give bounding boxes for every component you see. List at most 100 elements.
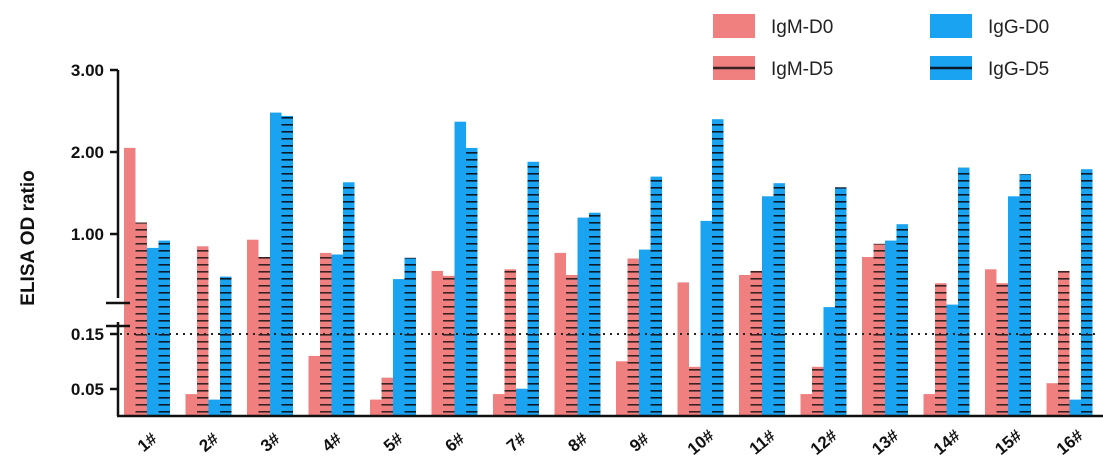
bar-igg-d5-7 <box>527 161 539 416</box>
bar-igm-d5-8 <box>566 275 578 416</box>
bar-igm-d5-10 <box>689 366 701 416</box>
bar-igg-d5-14 <box>958 167 970 416</box>
bar-igg-d5-3 <box>281 115 293 417</box>
bar-igg-d5-11 <box>773 183 785 416</box>
y-tick-label-005: 0.05 <box>71 380 104 399</box>
legend-label-igg-d0: IgG-D0 <box>988 17 1049 38</box>
bar-igm-d5-1 <box>135 222 147 416</box>
legend-swatch-igm-d0 <box>713 14 755 38</box>
bars-group <box>124 112 1093 417</box>
bar-igg-d0-14 <box>946 304 958 416</box>
x-axis: 1# 2# 3# 4# 5# 6# 7# 8# 9# 10# 11# 12# 13# 14# 15# 16# <box>117 414 1103 459</box>
legend-item-igm-d5: IgM-D5 <box>713 56 833 80</box>
bar-igm-d0-10 <box>677 282 689 416</box>
bar-igg-d0-16 <box>1069 399 1081 416</box>
bar-igm-d0-5 <box>370 399 382 416</box>
y-tick-label-1: 1.00 <box>71 225 104 244</box>
bar-igg-d5-13 <box>896 224 908 416</box>
legend-item-igm-d0: IgM-D0 <box>713 14 833 38</box>
bar-igm-d5-7 <box>504 269 516 416</box>
legend-swatch-igg-d0 <box>930 14 972 38</box>
bar-igg-d0-3 <box>270 112 282 416</box>
bar-igm-d0-15 <box>985 269 997 416</box>
x-tick-label-8: 8# <box>564 429 591 456</box>
bar-igm-d0-14 <box>923 394 935 416</box>
bar-igg-d5-15 <box>1019 174 1031 416</box>
bar-igg-d0-1 <box>147 247 159 416</box>
legend-label-igg-d5: IgG-D5 <box>988 59 1049 80</box>
bar-igg-d5-9 <box>650 176 662 416</box>
plot-area <box>120 112 1100 417</box>
bar-igm-d5-4 <box>320 252 332 416</box>
bar-igm-d0-1 <box>124 147 136 416</box>
bar-igg-d5-8 <box>589 212 601 416</box>
bar-igm-d0-16 <box>1046 383 1058 416</box>
bar-igm-d0-9 <box>616 361 628 416</box>
y-tick-label-2: 2.00 <box>71 143 104 162</box>
legend-label-igm-d5: IgM-D5 <box>771 59 833 80</box>
legend-label-igm-d0: IgM-D0 <box>771 17 833 38</box>
bar-igg-d0-12 <box>823 307 835 416</box>
bar-igg-d0-13 <box>885 240 897 416</box>
y-axis-title: ELISA OD ratio <box>18 170 39 305</box>
bar-igm-d5-2 <box>197 246 209 416</box>
bar-igm-d5-15 <box>996 283 1008 416</box>
x-tick-label-14: 14# <box>930 426 964 459</box>
x-tick-label-9: 9# <box>626 429 653 456</box>
bar-igg-d0-9 <box>639 249 651 416</box>
bar-igg-d5-6 <box>466 147 478 416</box>
legend-item-igg-d0: IgG-D0 <box>930 14 1049 38</box>
legend-item-igg-d5: IgG-D5 <box>930 56 1049 80</box>
category-labels: 1# 2# 3# 4# 5# 6# 7# 8# 9# 10# 11# 12# 13# 14# 15# 16# <box>134 426 1087 459</box>
x-tick-label-13: 13# <box>868 426 902 459</box>
bar-igm-d5-13 <box>873 243 885 416</box>
bar-igg-d5-1 <box>158 240 170 416</box>
bar-igg-d0-5 <box>393 279 405 416</box>
bar-igg-d5-16 <box>1081 169 1093 416</box>
bar-igm-d0-4 <box>308 355 320 416</box>
bar-igg-d0-8 <box>577 217 589 416</box>
bar-igg-d0-2 <box>208 399 220 416</box>
bar-igg-d5-5 <box>404 257 416 416</box>
y-tick-label-015: 0.15 <box>71 325 104 344</box>
bar-igg-d0-4 <box>331 254 343 416</box>
bar-igg-d0-11 <box>762 196 774 416</box>
bar-igg-d0-6 <box>454 121 466 416</box>
bar-igm-d0-8 <box>554 252 566 416</box>
x-tick-label-3: 3# <box>257 429 284 456</box>
bar-igg-d0-7 <box>516 388 528 416</box>
bar-igm-d5-14 <box>935 283 947 416</box>
bar-igm-d5-5 <box>381 377 393 416</box>
y-axis: 3.00 2.00 1.00 0.15 0.05 ELISA OD ratio <box>18 61 130 416</box>
y-tick-label-3: 3.00 <box>71 61 104 80</box>
bar-igm-d5-3 <box>258 257 270 416</box>
x-tick-label-15: 15# <box>991 426 1025 459</box>
bar-igm-d0-7 <box>493 394 505 416</box>
x-tick-label-6: 6# <box>441 429 468 456</box>
x-tick-label-5: 5# <box>380 429 407 456</box>
bar-igm-d0-3 <box>247 239 259 416</box>
x-tick-label-11: 11# <box>746 426 780 459</box>
bar-igg-d5-10 <box>712 119 724 416</box>
bar-igm-d5-11 <box>750 270 762 416</box>
x-tick-label-1: 1# <box>134 429 161 456</box>
bar-igg-d0-15 <box>1008 196 1020 416</box>
x-tick-label-12: 12# <box>807 426 841 459</box>
bar-igm-d5-12 <box>812 366 824 416</box>
bar-igg-d5-4 <box>343 182 355 416</box>
bar-igg-d0-10 <box>700 220 712 416</box>
x-tick-label-7: 7# <box>503 429 530 456</box>
bar-igg-d5-12 <box>835 187 847 416</box>
x-tick-label-4: 4# <box>318 429 345 456</box>
bar-igm-d0-11 <box>739 275 751 416</box>
x-tick-label-16: 16# <box>1053 426 1087 459</box>
x-tick-label-10: 10# <box>684 426 718 459</box>
bar-igm-d0-13 <box>862 257 874 416</box>
bar-igg-d5-2 <box>220 276 232 416</box>
bar-igm-d5-6 <box>443 275 455 416</box>
x-tick-label-2: 2# <box>195 429 222 456</box>
bar-igm-d5-9 <box>627 258 639 416</box>
legend: IgM-D0 IgM-D5 IgG-D0 IgG-D5 <box>713 14 1049 80</box>
bar-igm-d0-12 <box>800 394 812 416</box>
